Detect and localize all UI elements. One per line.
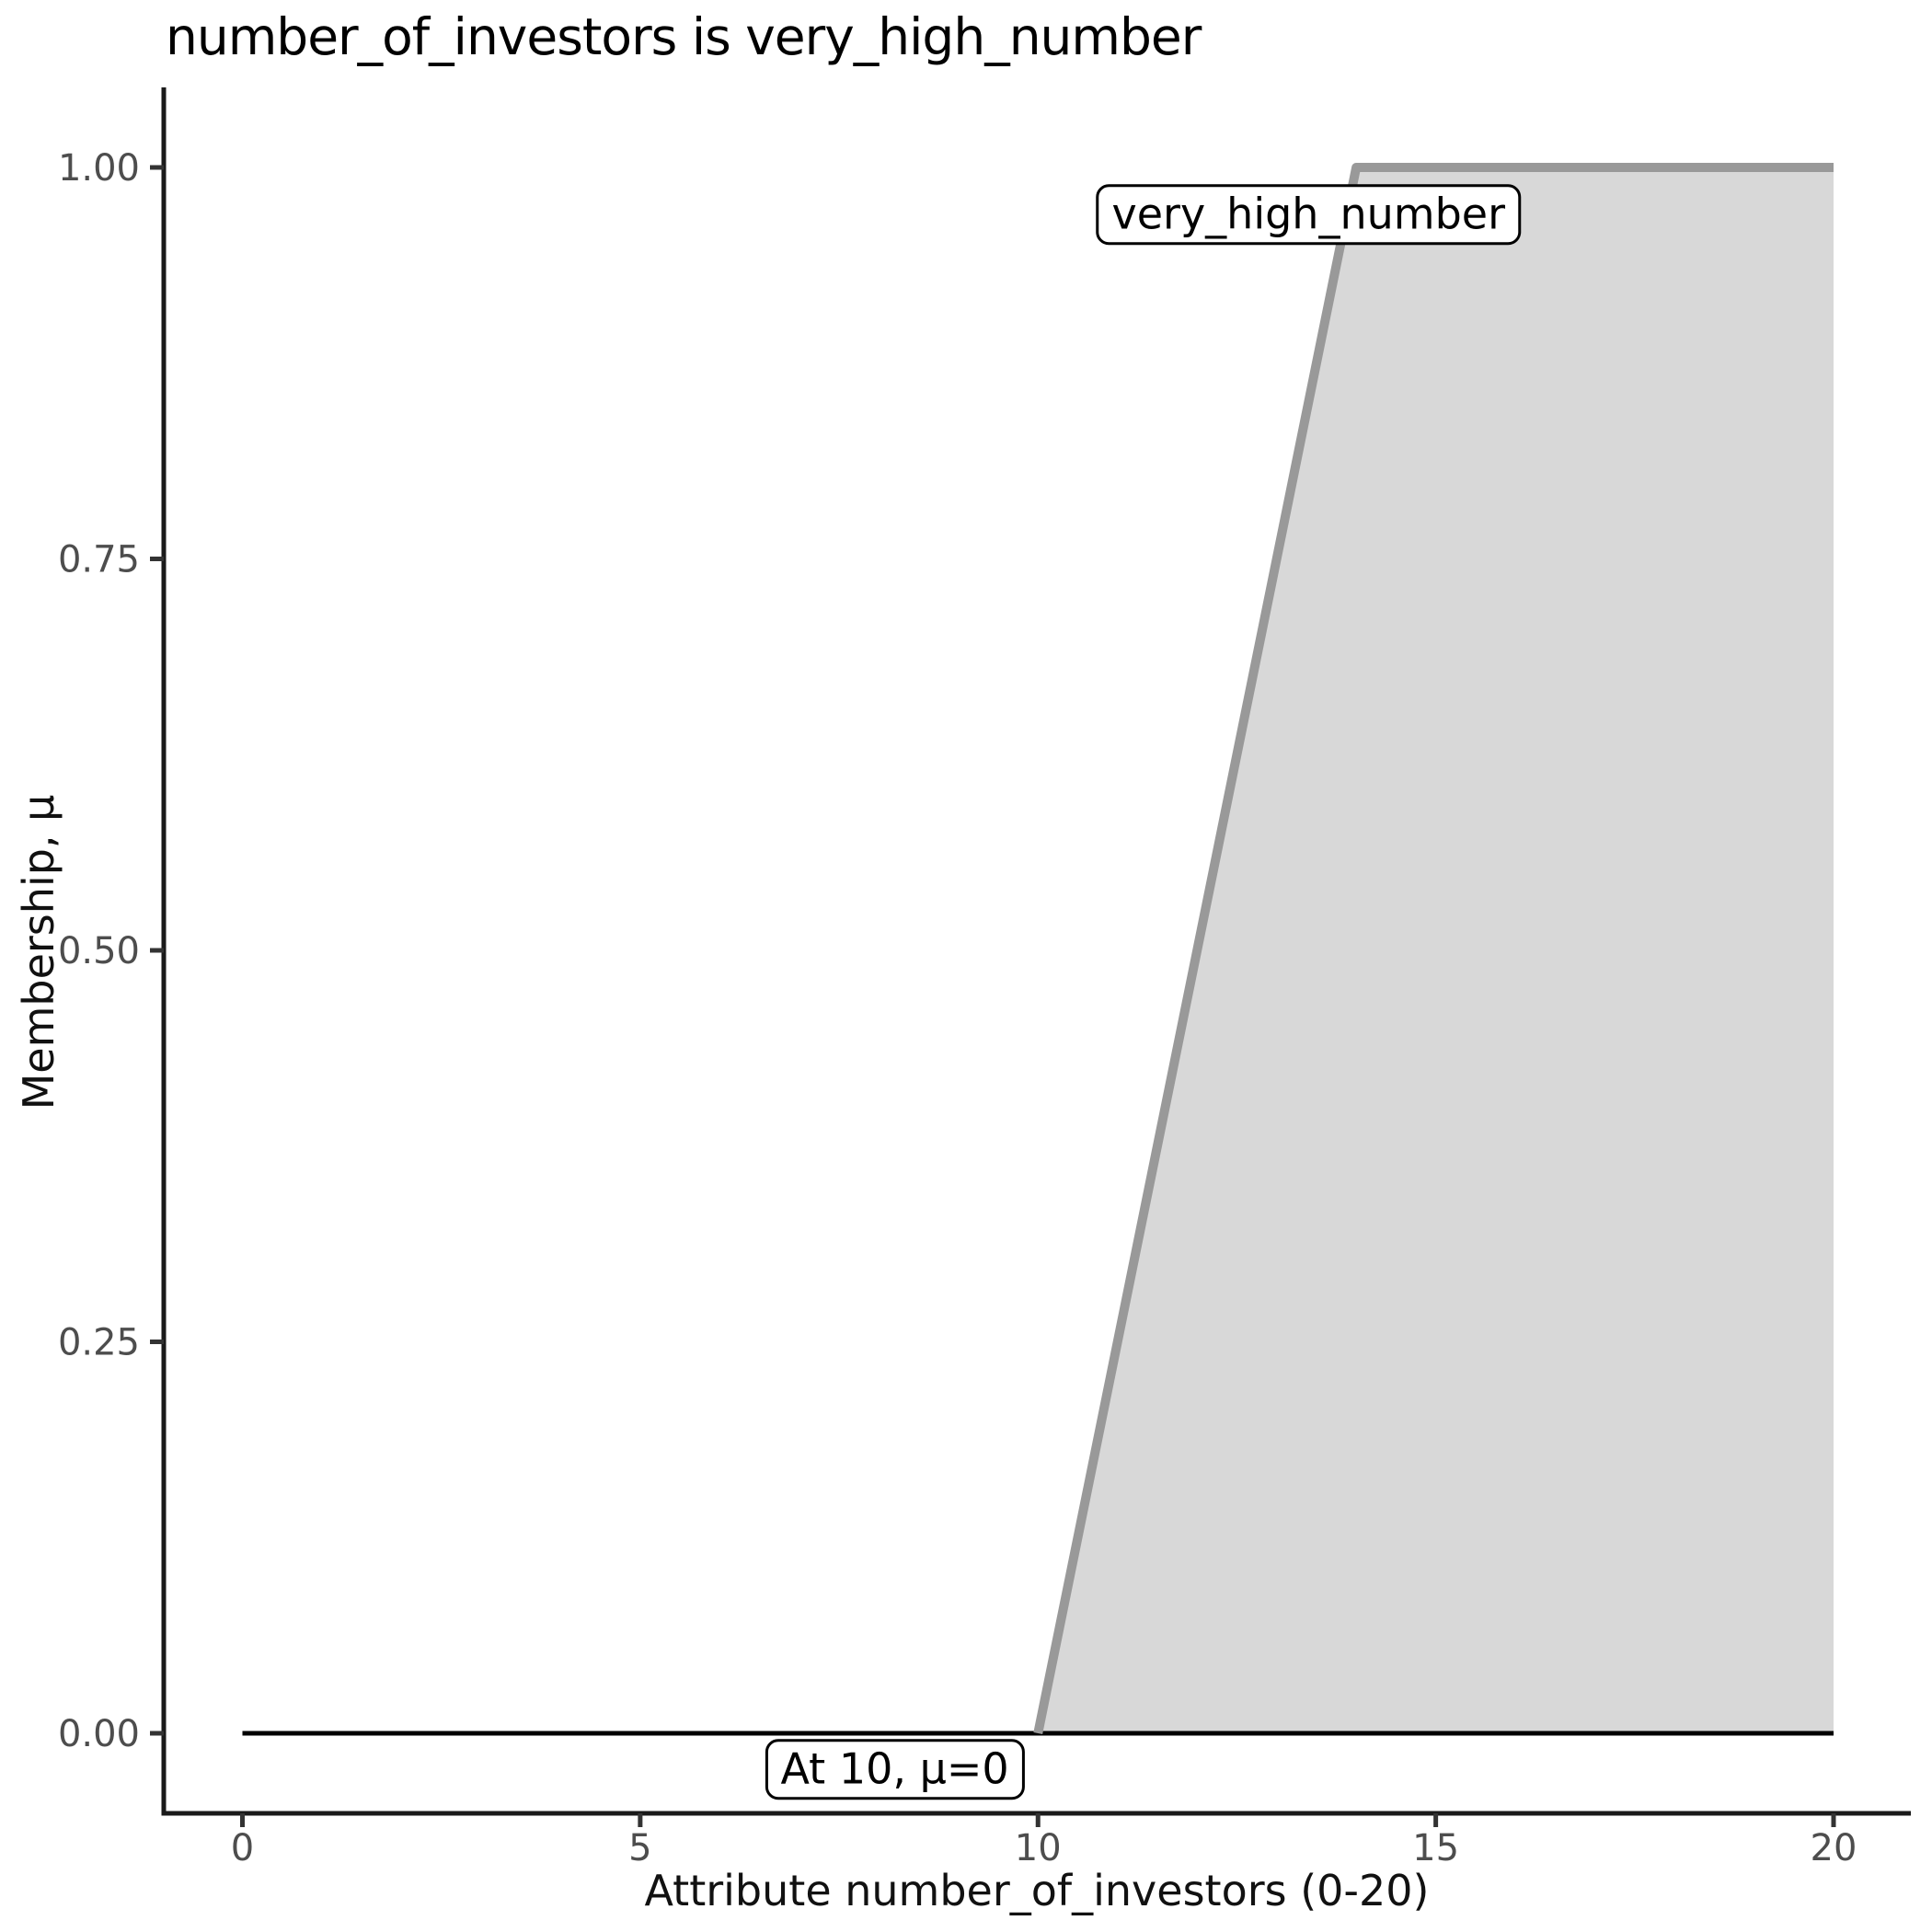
y-tick-label: 0.75 [58,539,140,581]
x-tick-label: 5 [628,1827,651,1869]
x-tick-label: 0 [231,1827,254,1869]
y-axis-ticks: 0.00 0.25 0.50 0.75 1.00 [58,147,164,1755]
x-axis-ticks: 0 5 10 15 20 [231,1813,1857,1869]
annotation-box-point-note: At 10, μ=0 [765,1739,1025,1800]
membership-fill-area [1038,167,1834,1733]
y-tick-label: 0.50 [58,930,140,972]
x-tick-label: 10 [1015,1827,1062,1869]
y-axis-label: Membership, μ [14,794,63,1110]
y-tick-label: 1.00 [58,147,140,190]
x-tick-label: 15 [1412,1827,1459,1869]
y-tick-label: 0.00 [58,1713,140,1755]
y-tick-label: 0.25 [58,1322,140,1364]
x-tick-label: 20 [1811,1827,1857,1869]
chart-title: number_of_investors is very_high_number [166,7,1202,66]
annotation-box-set-name: very_high_number [1096,184,1521,245]
x-axis-label: Attribute number_of_investors (0-20) [644,1866,1430,1915]
membership-curve-line [1033,163,1834,1734]
